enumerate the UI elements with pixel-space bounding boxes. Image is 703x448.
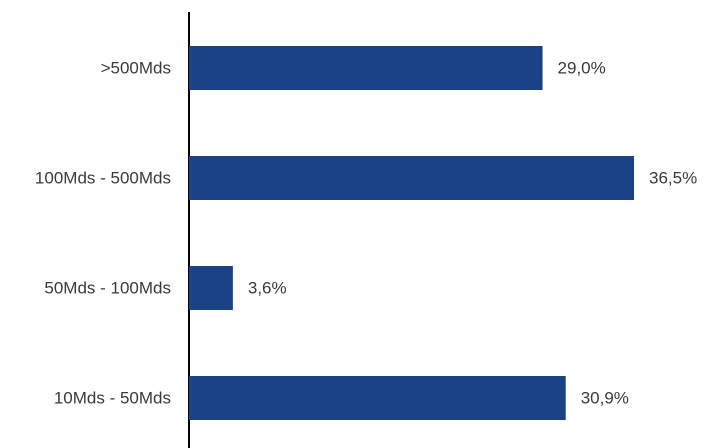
category-label: 100Mds - 500Mds [35, 169, 171, 188]
bar-row: >500Mds 29,0% [101, 46, 606, 90]
bar-row: 100Mds - 500Mds 36,5% [35, 156, 697, 200]
bars-group: >500Mds 29,0% 100Mds - 500Mds 36,5% 50Mds - … [35, 46, 697, 420]
category-label: >500Mds [101, 59, 171, 78]
data-label: 36,5% [649, 169, 697, 188]
data-label: 3,6% [248, 279, 287, 298]
bar [189, 266, 233, 310]
bar-row: 10Mds - 50Mds 30,9% [54, 376, 629, 420]
data-label: 30,9% [581, 389, 629, 408]
bar [189, 156, 634, 200]
bar-row: 50Mds - 100Mds 3,6% [44, 266, 287, 310]
category-label: 50Mds - 100Mds [44, 279, 171, 298]
data-label: 29,0% [558, 59, 606, 78]
category-label: 10Mds - 50Mds [54, 389, 171, 408]
bar [189, 376, 566, 420]
bar [189, 46, 543, 90]
